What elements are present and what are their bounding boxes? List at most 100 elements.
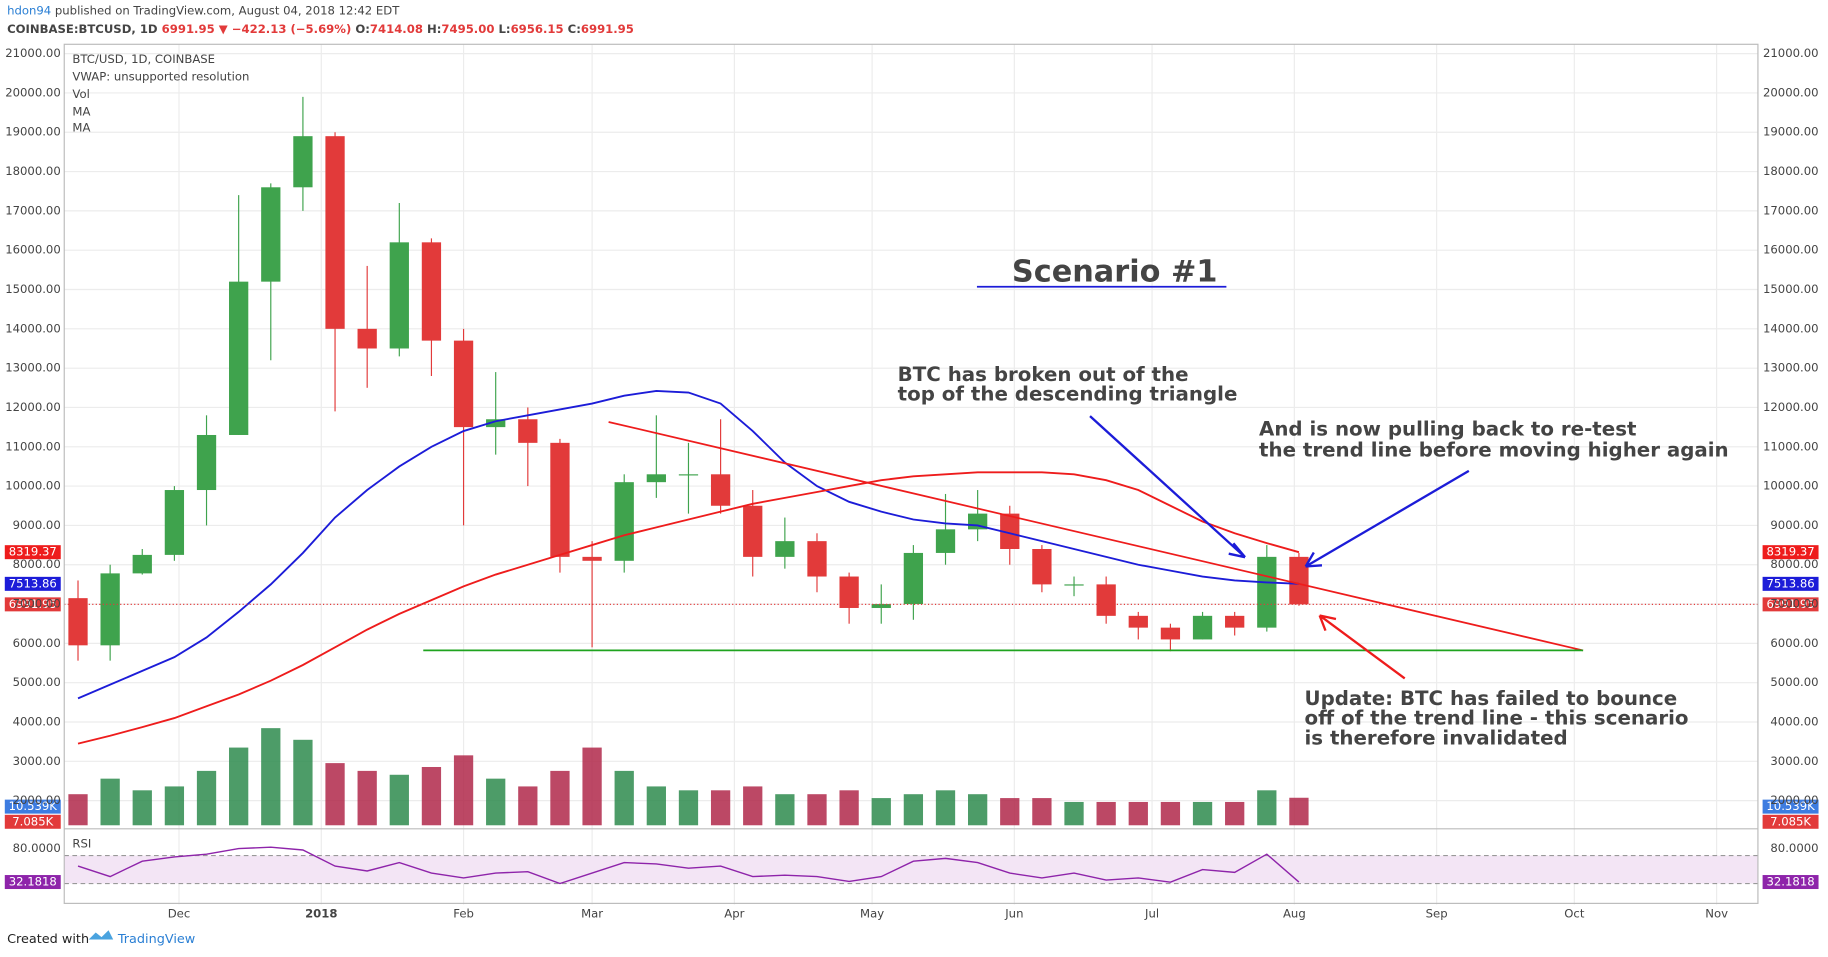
volume-bar <box>935 790 956 826</box>
volume-bar <box>1032 798 1052 826</box>
annotation-shapes <box>423 285 1584 680</box>
volume-bar <box>1096 801 1116 826</box>
volume-bar <box>1225 801 1245 826</box>
price-badge-label: 6991.95 <box>1766 597 1814 611</box>
y-tick-label: 17000.00 <box>5 203 61 217</box>
y-tick-label: 6000.00 <box>13 636 61 650</box>
y-tick-label: 4000.00 <box>13 714 61 728</box>
price-badge <box>4 597 61 612</box>
volume-bar <box>839 790 859 826</box>
price-badge-label: 8319.37 <box>1766 545 1814 559</box>
price-pane <box>64 96 1758 885</box>
x-tick-label: Jun <box>1004 906 1023 920</box>
x-tick-label: May <box>860 906 884 920</box>
volume-bar <box>100 778 120 826</box>
volume-bar <box>614 770 634 826</box>
scenario-title: Scenario #1 <box>1012 254 1218 289</box>
candle-body <box>164 490 185 555</box>
price-badge-label: 8319.37 <box>9 545 57 559</box>
volume-bar <box>325 763 345 826</box>
legend-item: VWAP: unsupported resolution <box>72 69 249 83</box>
y-tick-label: 10000.00 <box>1763 479 1819 493</box>
legend-item: MA <box>72 104 90 118</box>
badge <box>1762 799 1819 814</box>
y-tick-label: 4000.00 <box>1770 714 1818 728</box>
y-tick-label: 12000.00 <box>1763 400 1819 414</box>
y-tick-label: 3000.00 <box>13 754 61 768</box>
y-tick-label: 20000.00 <box>5 85 61 99</box>
x-tick-label: Feb <box>453 906 474 920</box>
y-tick-label: 16000.00 <box>5 243 61 257</box>
volume-bar <box>710 790 731 826</box>
arrow <box>1318 614 1406 680</box>
candle-body <box>486 419 506 428</box>
x-tick-label: Sep <box>1426 906 1448 920</box>
x-tick-label: Oct <box>1564 906 1585 920</box>
volume-bar <box>807 794 827 826</box>
y-tick-label: 21000.00 <box>5 46 61 60</box>
volume-bar <box>1192 801 1213 826</box>
volume-bar <box>293 739 313 826</box>
candle-body <box>1064 584 1084 586</box>
candle-body <box>196 434 217 491</box>
candle-body <box>935 529 956 553</box>
volume-bar <box>678 790 699 826</box>
y-tick-label: 9000.00 <box>1770 518 1818 532</box>
candle-body <box>357 328 377 349</box>
o-value: 7414.08 <box>370 22 423 36</box>
candle-body <box>421 242 442 341</box>
volume-badge: 7.085K <box>1770 814 1811 828</box>
rsi-tick-label: 80.0000 <box>13 841 61 855</box>
candle-body <box>68 598 88 646</box>
volume-bar <box>775 794 795 826</box>
author: hdon94 <box>7 3 51 17</box>
y-tick-label: 9000.00 <box>13 518 61 532</box>
candle-body <box>807 541 827 577</box>
y-tick-label: 14000.00 <box>1763 321 1819 335</box>
chart-title: BTC/USD, 1D, COINBASE <box>72 52 215 66</box>
c-label: C: <box>568 22 581 36</box>
annotation: off of the trend line - this scenario <box>1304 707 1688 730</box>
candle-body <box>325 136 345 329</box>
volume-pane <box>68 728 1309 826</box>
legend-item: Vol <box>72 87 89 101</box>
annotation: the trend line before moving higher agai… <box>1259 439 1729 462</box>
symbol: COINBASE:BTCUSD, 1D <box>7 22 158 36</box>
change: ▼ −422.13 (−5.69%) <box>219 22 352 36</box>
price-badge <box>1762 597 1819 612</box>
candle-body <box>293 136 313 188</box>
rsi-line <box>77 846 1300 885</box>
candle-body <box>261 187 281 282</box>
badges: 10.539K 10.539K 7.085K 7.085K 8319.37 831… <box>4 545 1819 890</box>
candle-body <box>1192 615 1213 640</box>
candle-body <box>903 552 924 605</box>
header-line2: COINBASE:BTCUSD, 1D 6991.95 ▼ −422.13 (−… <box>7 22 634 36</box>
y-tick-label: 20000.00 <box>1763 85 1819 99</box>
candle-body <box>1289 556 1309 605</box>
volume-bar <box>68 794 88 826</box>
price-badge <box>1762 576 1819 591</box>
annotation: top of the descending triangle <box>898 383 1238 406</box>
candle-body <box>1032 549 1052 585</box>
candle-body <box>229 281 249 435</box>
y-tick-label: 15000.00 <box>1763 282 1819 296</box>
l-label: L: <box>498 22 510 36</box>
footer-created: Created with <box>7 932 89 947</box>
arrow <box>1304 469 1470 568</box>
logo <box>88 930 114 940</box>
price-badge <box>1762 545 1819 560</box>
price-badge-label: 6991.95 <box>9 597 57 611</box>
candle-body <box>775 541 795 557</box>
candle-body <box>871 604 891 608</box>
y-tick-label: 5000.00 <box>13 675 61 689</box>
y-tick-label: 10000.00 <box>5 479 61 493</box>
x-tick-label: Dec <box>168 906 191 920</box>
volume-bar <box>550 770 570 826</box>
candle-body <box>582 556 602 561</box>
y-tick-label: 16000.00 <box>1763 243 1819 257</box>
y-tick-label: 21000.00 <box>1763 46 1819 60</box>
volume-bar <box>164 786 185 826</box>
trend-line <box>608 421 1584 652</box>
volume-bar <box>518 786 538 826</box>
